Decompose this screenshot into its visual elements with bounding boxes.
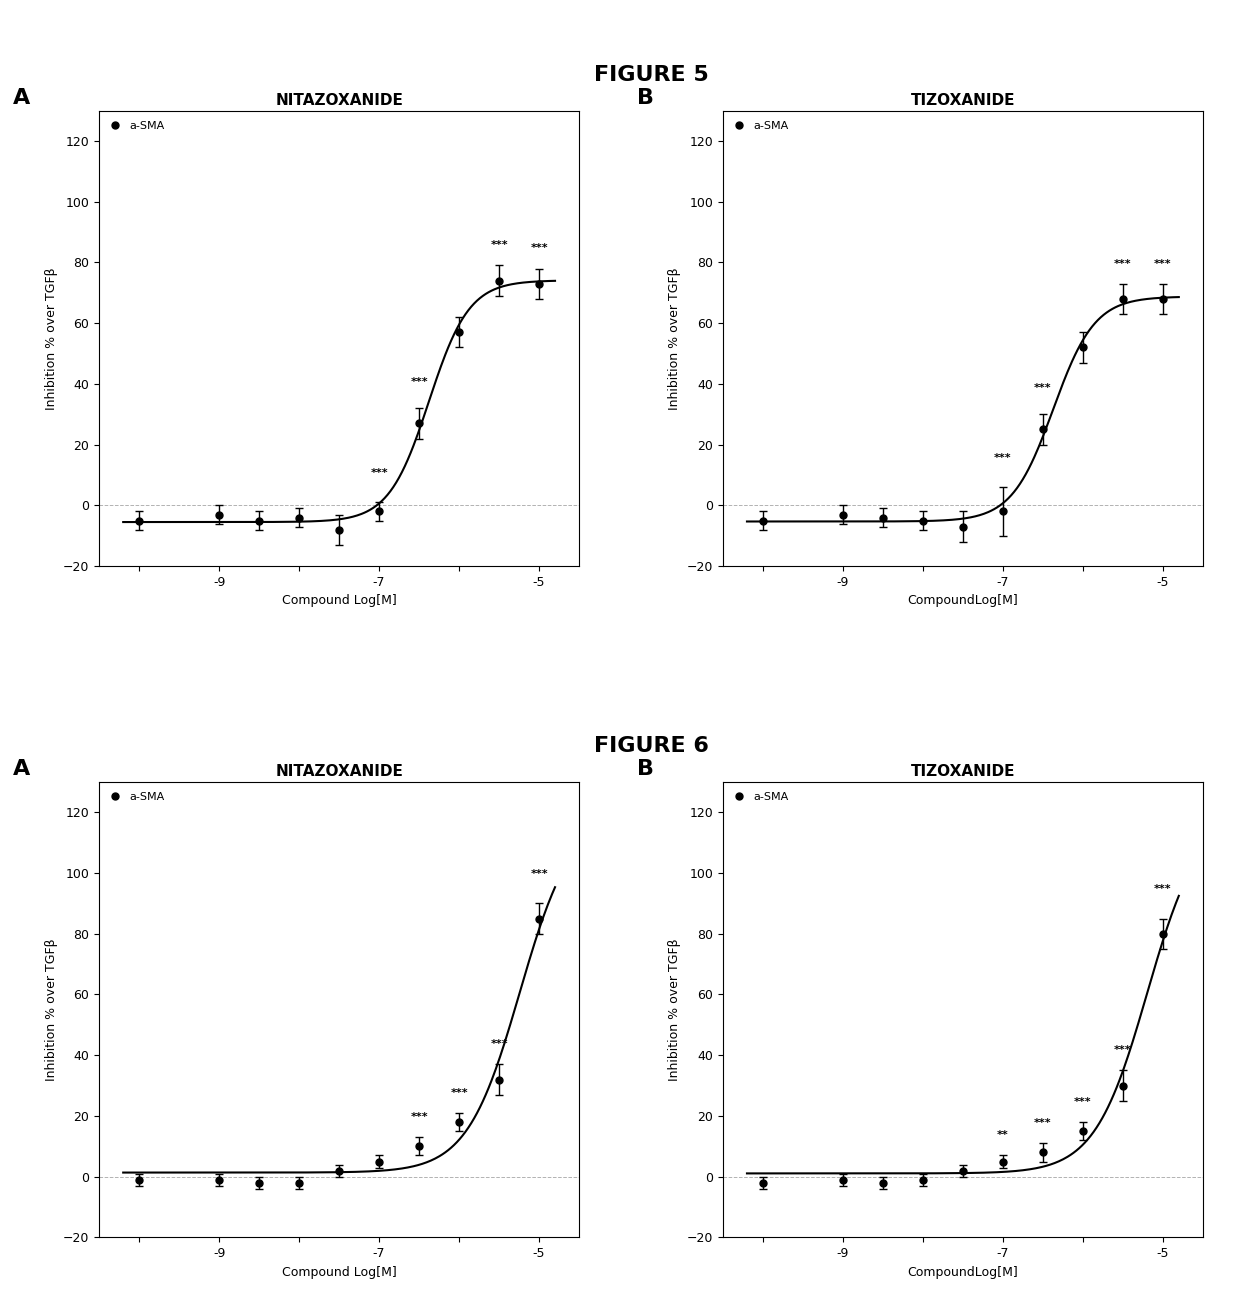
Text: ***: ***: [410, 1112, 428, 1121]
Y-axis label: Inhibition % over TGFβ: Inhibition % over TGFβ: [668, 267, 681, 410]
X-axis label: Compound Log[M]: Compound Log[M]: [281, 594, 397, 607]
Legend: a-SMA: a-SMA: [729, 788, 792, 807]
Text: ***: ***: [1034, 383, 1052, 393]
Text: **: **: [997, 1130, 1009, 1141]
Y-axis label: Inhibition % over TGFβ: Inhibition % over TGFβ: [45, 267, 57, 410]
Title: TIZOXANIDE: TIZOXANIDE: [910, 93, 1016, 108]
Text: A: A: [12, 759, 30, 779]
Text: FIGURE 6: FIGURE 6: [594, 736, 708, 755]
Text: ***: ***: [371, 468, 388, 478]
Title: TIZOXANIDE: TIZOXANIDE: [910, 764, 1016, 780]
Text: ***: ***: [1154, 259, 1172, 268]
Legend: a-SMA: a-SMA: [729, 116, 792, 135]
Title: NITAZOXANIDE: NITAZOXANIDE: [275, 93, 403, 108]
X-axis label: CompoundLog[M]: CompoundLog[M]: [908, 1266, 1018, 1279]
Text: ***: ***: [490, 240, 508, 250]
Text: ***: ***: [1154, 884, 1172, 895]
Title: NITAZOXANIDE: NITAZOXANIDE: [275, 764, 403, 780]
Text: ***: ***: [410, 376, 428, 387]
Text: ***: ***: [450, 1088, 467, 1098]
Text: ***: ***: [1114, 1045, 1132, 1056]
Legend: a-SMA: a-SMA: [104, 788, 169, 807]
Text: ***: ***: [994, 452, 1012, 463]
Legend: a-SMA: a-SMA: [104, 116, 169, 135]
X-axis label: CompoundLog[M]: CompoundLog[M]: [908, 594, 1018, 607]
Text: FIGURE 5: FIGURE 5: [594, 64, 708, 85]
Y-axis label: Inhibition % over TGFβ: Inhibition % over TGFβ: [45, 938, 57, 1081]
Text: B: B: [636, 88, 653, 108]
Text: ***: ***: [531, 244, 548, 254]
Text: ***: ***: [531, 869, 548, 879]
Text: ***: ***: [490, 1039, 508, 1049]
Text: ***: ***: [1034, 1118, 1052, 1128]
X-axis label: Compound Log[M]: Compound Log[M]: [281, 1266, 397, 1279]
Text: ***: ***: [1114, 259, 1132, 268]
Text: B: B: [636, 759, 653, 779]
Text: ***: ***: [1074, 1097, 1091, 1107]
Y-axis label: Inhibition % over TGFβ: Inhibition % over TGFβ: [668, 938, 681, 1081]
Text: A: A: [12, 88, 30, 108]
